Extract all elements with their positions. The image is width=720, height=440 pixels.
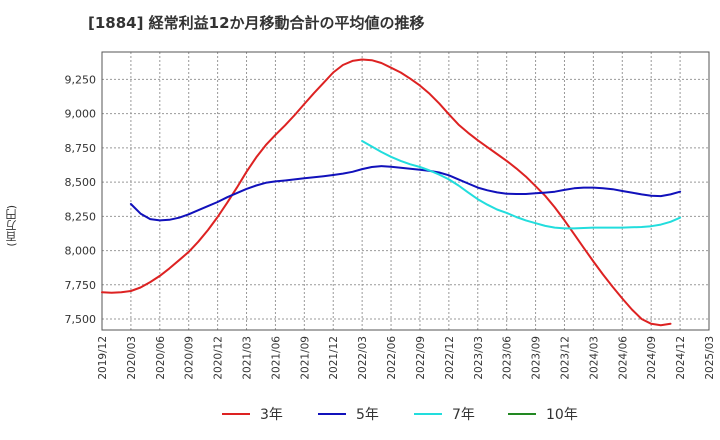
x-tick-label: 2024/09	[646, 336, 658, 380]
y-tick-label: 8,750	[65, 142, 97, 155]
x-tick-label: 2024/06	[617, 336, 629, 380]
y-tick-label: 8,000	[65, 245, 97, 258]
y-tick-labels: 7,500 7,750 8,000 8,250 8,500 8,750 9,000 9,250	[65, 73, 97, 326]
x-tick-label: 2022/06	[386, 336, 398, 380]
legend-item-5yr[interactable]: 5年	[318, 402, 379, 426]
x-tick-label: 2022/03	[357, 336, 369, 380]
chart-title: [1884] 経常利益12か月移動合計の平均値の推移	[88, 14, 425, 32]
x-tick-label: 2022/09	[415, 336, 427, 380]
legend-label-5yr: 5年	[356, 407, 379, 423]
x-tick-label: 2025/03	[704, 336, 716, 380]
legend-swatch-10yr	[508, 413, 536, 415]
x-tick-label: 2024/12	[675, 336, 687, 380]
x-tick-label: 2023/03	[473, 336, 485, 380]
legend-swatch-7yr	[414, 413, 442, 415]
y-tick-label: 9,250	[65, 73, 97, 86]
legend: 3年 5年 7年 10年	[0, 402, 720, 426]
y-tick-label: 8,500	[65, 176, 97, 189]
legend-item-7yr[interactable]: 7年	[414, 402, 475, 426]
x-tick-label: 2022/12	[444, 336, 456, 380]
x-tick-label: 2023/12	[559, 336, 571, 380]
x-tick-label: 2020/06	[155, 336, 167, 380]
legend-swatch-5yr	[318, 413, 346, 415]
series-line-7yr	[361, 140, 682, 230]
legend-item-10yr[interactable]: 10年	[508, 402, 578, 426]
legend-label-7yr: 7年	[452, 407, 475, 423]
x-tick-label: 2020/03	[126, 336, 138, 380]
series-layer	[101, 58, 682, 327]
x-tick-label: 2021/03	[242, 336, 254, 380]
legend-label-10yr: 10年	[546, 407, 578, 423]
legend-swatch-3yr	[222, 413, 250, 415]
y-tick-label: 8,250	[65, 210, 97, 223]
series-line-5yr	[129, 165, 682, 222]
grid-layer	[101, 52, 710, 330]
x-tick-label: 2021/12	[328, 336, 340, 380]
y-tick-label: 9,000	[65, 108, 97, 121]
legend-item-3yr[interactable]: 3年	[222, 402, 283, 426]
x-tick-label: 2020/09	[184, 336, 196, 380]
y-tick-label: 7,750	[65, 279, 97, 292]
series-line-3yr	[101, 58, 672, 327]
x-tick-labels: 2019/12 2020/03 2020/06 2020/09 2020/12 2021/…	[97, 336, 716, 380]
x-tick-label: 2023/06	[502, 336, 514, 380]
x-tick-label: 2021/09	[299, 336, 311, 380]
x-tick-label: 2024/03	[588, 336, 600, 380]
x-tick-label: 2023/09	[531, 336, 543, 380]
x-tick-label: 2021/06	[270, 336, 282, 380]
legend-label-3yr: 3年	[260, 407, 283, 423]
plot-frame	[101, 51, 710, 331]
x-tick-label: 2019/12	[97, 336, 109, 380]
y-tick-label: 7,500	[65, 313, 97, 326]
x-tick-label: 2020/12	[213, 336, 225, 380]
